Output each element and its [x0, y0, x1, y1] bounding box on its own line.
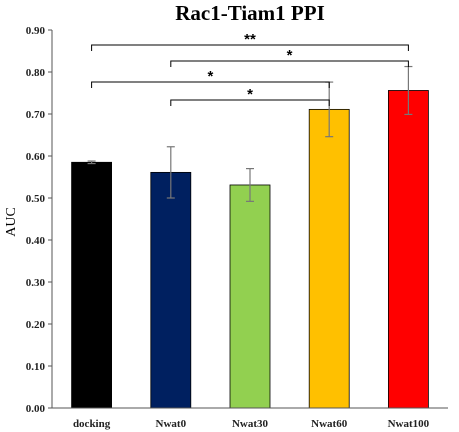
y-tick-label: 0.10: [26, 361, 46, 373]
significance-label: **: [244, 31, 256, 48]
significance-bracket: *: [91, 68, 330, 88]
error-bar: [246, 168, 254, 202]
bar-nwat100: [387, 90, 429, 409]
chart-title: Rac1-Tiam1 PPI: [175, 1, 325, 25]
bracket-line: [170, 99, 330, 106]
y-tick-label: 0.30: [26, 277, 46, 289]
x-tick-label: Nwat0: [156, 418, 187, 430]
y-tick-label: 0.90: [26, 25, 46, 37]
significance-label: *: [247, 86, 253, 103]
x-tick-label: docking: [73, 418, 111, 430]
bars: [71, 90, 429, 409]
bar-nwat60: [308, 108, 350, 409]
y-axis-ticks: 0.00 0.10 0.20 0.30 0.40 0.50 0.60 0.70 0.80 0.90: [26, 25, 52, 415]
x-tick-label: Nwat30: [232, 418, 269, 430]
significance-brackets: *****: [91, 31, 409, 106]
error-bars: [87, 65, 413, 202]
bracket-line: [91, 81, 330, 88]
bar-docking: [71, 161, 112, 409]
significance-bracket: *: [170, 47, 409, 67]
bracket-line: [91, 44, 409, 51]
bar-nwat0: [150, 171, 192, 409]
x-tick-label: Nwat100: [388, 418, 430, 430]
significance-label: *: [207, 68, 213, 85]
y-axis-label: AUC: [4, 207, 19, 237]
error-bar: [166, 146, 175, 199]
axes: [51, 30, 448, 409]
y-tick-label: 0.50: [26, 193, 46, 205]
bracket-line: [170, 60, 409, 67]
error-bar: [87, 160, 96, 165]
y-tick-label: 0.70: [26, 109, 46, 121]
significance-bracket: *: [170, 86, 330, 106]
y-tick-label: 0.40: [26, 235, 46, 247]
y-tick-label: 0.80: [26, 67, 46, 79]
significance-bracket: **: [91, 31, 409, 51]
significance-label: *: [287, 47, 293, 64]
x-tick-label: Nwat60: [311, 418, 348, 430]
bar-nwat30: [229, 184, 271, 409]
y-tick-label: 0.60: [26, 151, 46, 163]
x-axis-categories: docking Nwat0 Nwat30 Nwat60 Nwat100: [73, 418, 430, 430]
y-tick-label: 0.20: [26, 319, 46, 331]
y-tick-label: 0.00: [26, 403, 46, 415]
